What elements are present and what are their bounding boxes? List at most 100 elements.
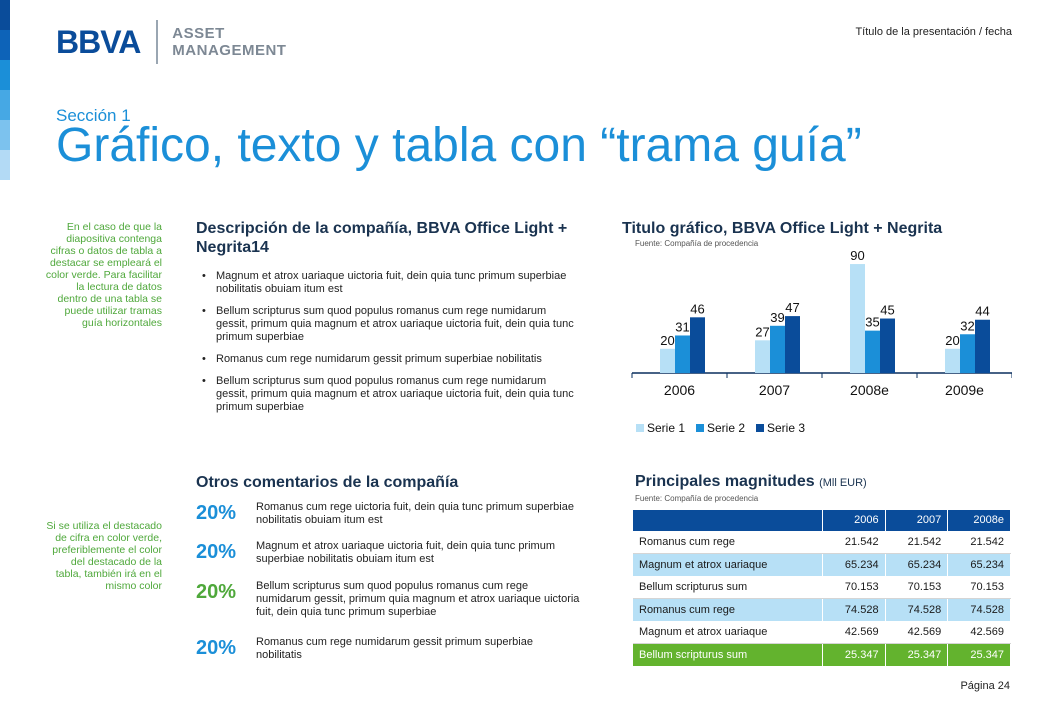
comment-percent: 20% [196, 637, 237, 659]
comment-percent: 20% [196, 581, 237, 603]
chart-data-label: 20 [660, 333, 674, 348]
chart-source: Fuente: Compañía de procedencia [635, 239, 759, 248]
chart-data-label: 45 [880, 303, 894, 318]
stripe-block [0, 30, 10, 60]
table-cell: 21.542 [947, 530, 1011, 554]
chart-data-label: 47 [785, 300, 799, 315]
legend-label: Serie 1 [647, 421, 685, 435]
table-header-cell: 2008e [947, 510, 1011, 531]
magnitudes-title-text: Principales magnitudes [635, 473, 815, 490]
table-cell: 65.234 [885, 553, 949, 576]
table-cell: 25.347 [947, 643, 1011, 666]
chart-bar [660, 348, 675, 373]
page-number: Página 24 [960, 680, 1010, 692]
table-cell: 74.528 [822, 598, 886, 621]
table-cell: 42.569 [947, 620, 1011, 644]
magnitudes-source: Fuente: Compañía de procedencia [635, 494, 759, 503]
table-row-label: Magnum et atrox uariaque [633, 553, 823, 576]
section-label: Sección 1 [56, 106, 131, 125]
chart-bar [690, 317, 705, 373]
description-bullet: Bellum scripturus sum quod populus roman… [200, 375, 580, 414]
side-note-1: En el caso de que la diapositiva conteng… [45, 221, 162, 329]
chart-bar [755, 340, 770, 373]
table-header-cell [633, 510, 823, 531]
table-header-row: 2006 2007 2008e [633, 510, 1011, 531]
comment-percent: 20% [196, 541, 237, 563]
table-cell: 70.153 [947, 575, 1011, 599]
logo-asset: ASSET [172, 25, 225, 42]
table-row: Bellum scripturus sum 70.153 70.153 70.1… [633, 575, 1011, 599]
stripe-block [0, 60, 10, 90]
presentation-title: Título de la presentación / fecha [855, 26, 1012, 38]
table-cell: 70.153 [885, 575, 949, 599]
table-row: Magnum et atrox uariaque 42.569 42.569 4… [633, 620, 1011, 644]
chart-bar [675, 335, 690, 373]
edge-stripe [0, 0, 10, 180]
description-bullet: Romanus cum rege numidarum gessit primum… [200, 353, 580, 366]
table-header-cell: 2006 [822, 510, 886, 531]
table-row: Bellum scripturus sum 25.347 25.347 25.3… [633, 643, 1011, 666]
table-row-label: Romanus cum rege [633, 530, 823, 554]
table-cell: 21.542 [822, 530, 886, 554]
chart-data-label: 32 [960, 318, 974, 333]
stripe-block [0, 90, 10, 120]
page-title: Gráfico, texto y tabla con “trama guía” [56, 119, 862, 172]
comment-item: 20% Romanus cum rege uictoria fuit, dein… [196, 501, 580, 527]
chart-data-label: 20 [945, 333, 959, 348]
chart-data-label: 39 [770, 310, 784, 325]
table-header-cell: 2007 [885, 510, 949, 531]
chart-bar [785, 316, 800, 373]
chart-bar [770, 325, 785, 373]
logo-asset-management: ASSET MANAGEMENT [172, 25, 286, 59]
table-cell: 42.569 [822, 620, 886, 644]
legend-swatch [756, 424, 764, 432]
description-bullet: Bellum scripturus sum quod populus roman… [200, 305, 580, 344]
chart-bar [850, 264, 865, 373]
comment-item: 20% Romanus cum rege numidarum gessit pr… [196, 636, 580, 662]
comment-item: 20% Magnum et atrox uariaque uictoria fu… [196, 540, 580, 566]
magnitudes-unit: (Mll EUR) [819, 477, 867, 489]
chart-data-label: 46 [690, 301, 704, 316]
chart-category-label: 2009e [945, 382, 984, 398]
chart-bar [960, 334, 975, 373]
comment-text: Bellum scripturus sum quod populus roman… [256, 580, 580, 618]
chart-title: Titulo gráfico, BBVA Office Light + Negr… [622, 220, 943, 237]
legend-swatch [636, 424, 644, 432]
chart-data-label: 31 [675, 319, 689, 334]
stripe-block [0, 120, 10, 150]
table-cell: 42.569 [885, 620, 949, 644]
table-row: Magnum et atrox uariaque 65.234 65.234 6… [633, 553, 1011, 576]
comment-percent: 20% [196, 502, 237, 524]
table-cell: 65.234 [947, 553, 1011, 576]
comments-title: Otros comentarios de la compañía [196, 474, 459, 491]
table-row-label: Bellum scripturus sum [633, 643, 823, 666]
comment-text: Romanus cum rege numidarum gessit primum… [256, 636, 533, 661]
magnitudes-table: 2006 2007 2008e Romanus cum rege 21.542 … [633, 510, 1011, 666]
description-title: Descripción de la compañía, BBVA Office … [196, 220, 568, 256]
chart-category-label: 2007 [759, 382, 790, 398]
side-note-2: Si se utiliza el destacado de cifra en c… [46, 520, 162, 592]
table-cell: 25.347 [885, 643, 949, 666]
chart-bar [880, 318, 895, 373]
comment-text: Romanus cum rege uictoria fuit, dein qui… [256, 501, 574, 526]
logo: BBVA ASSET MANAGEMENT [56, 20, 286, 64]
legend-swatch [696, 424, 704, 432]
chart-bar [945, 348, 960, 373]
table-cell: 70.153 [822, 575, 886, 599]
legend-label: Serie 2 [707, 421, 745, 435]
chart-data-label: 44 [975, 304, 989, 319]
bar-chart: 203146200627394720079035452008e203244200… [631, 250, 1012, 435]
table-cell: 25.347 [822, 643, 886, 666]
table-cell: 65.234 [822, 553, 886, 576]
table-row-label: Romanus cum rege [633, 598, 823, 621]
table-row: Romanus cum rege 21.542 21.542 21.542 [633, 530, 1011, 554]
comment-text: Magnum et atrox uariaque uictoria fuit, … [256, 540, 555, 565]
legend-label: Serie 3 [767, 421, 805, 435]
chart-data-label: 27 [755, 324, 769, 339]
table-row-label: Magnum et atrox uariaque [633, 620, 823, 644]
chart-category-label: 2006 [664, 382, 695, 398]
magnitudes-title: Principales magnitudes (Mll EUR) [635, 473, 867, 491]
stripe-block [0, 150, 10, 180]
description-bullet: Magnum et atrox uariaque uictoria fuit, … [200, 270, 580, 296]
description-list: Magnum et atrox uariaque uictoria fuit, … [200, 270, 580, 423]
